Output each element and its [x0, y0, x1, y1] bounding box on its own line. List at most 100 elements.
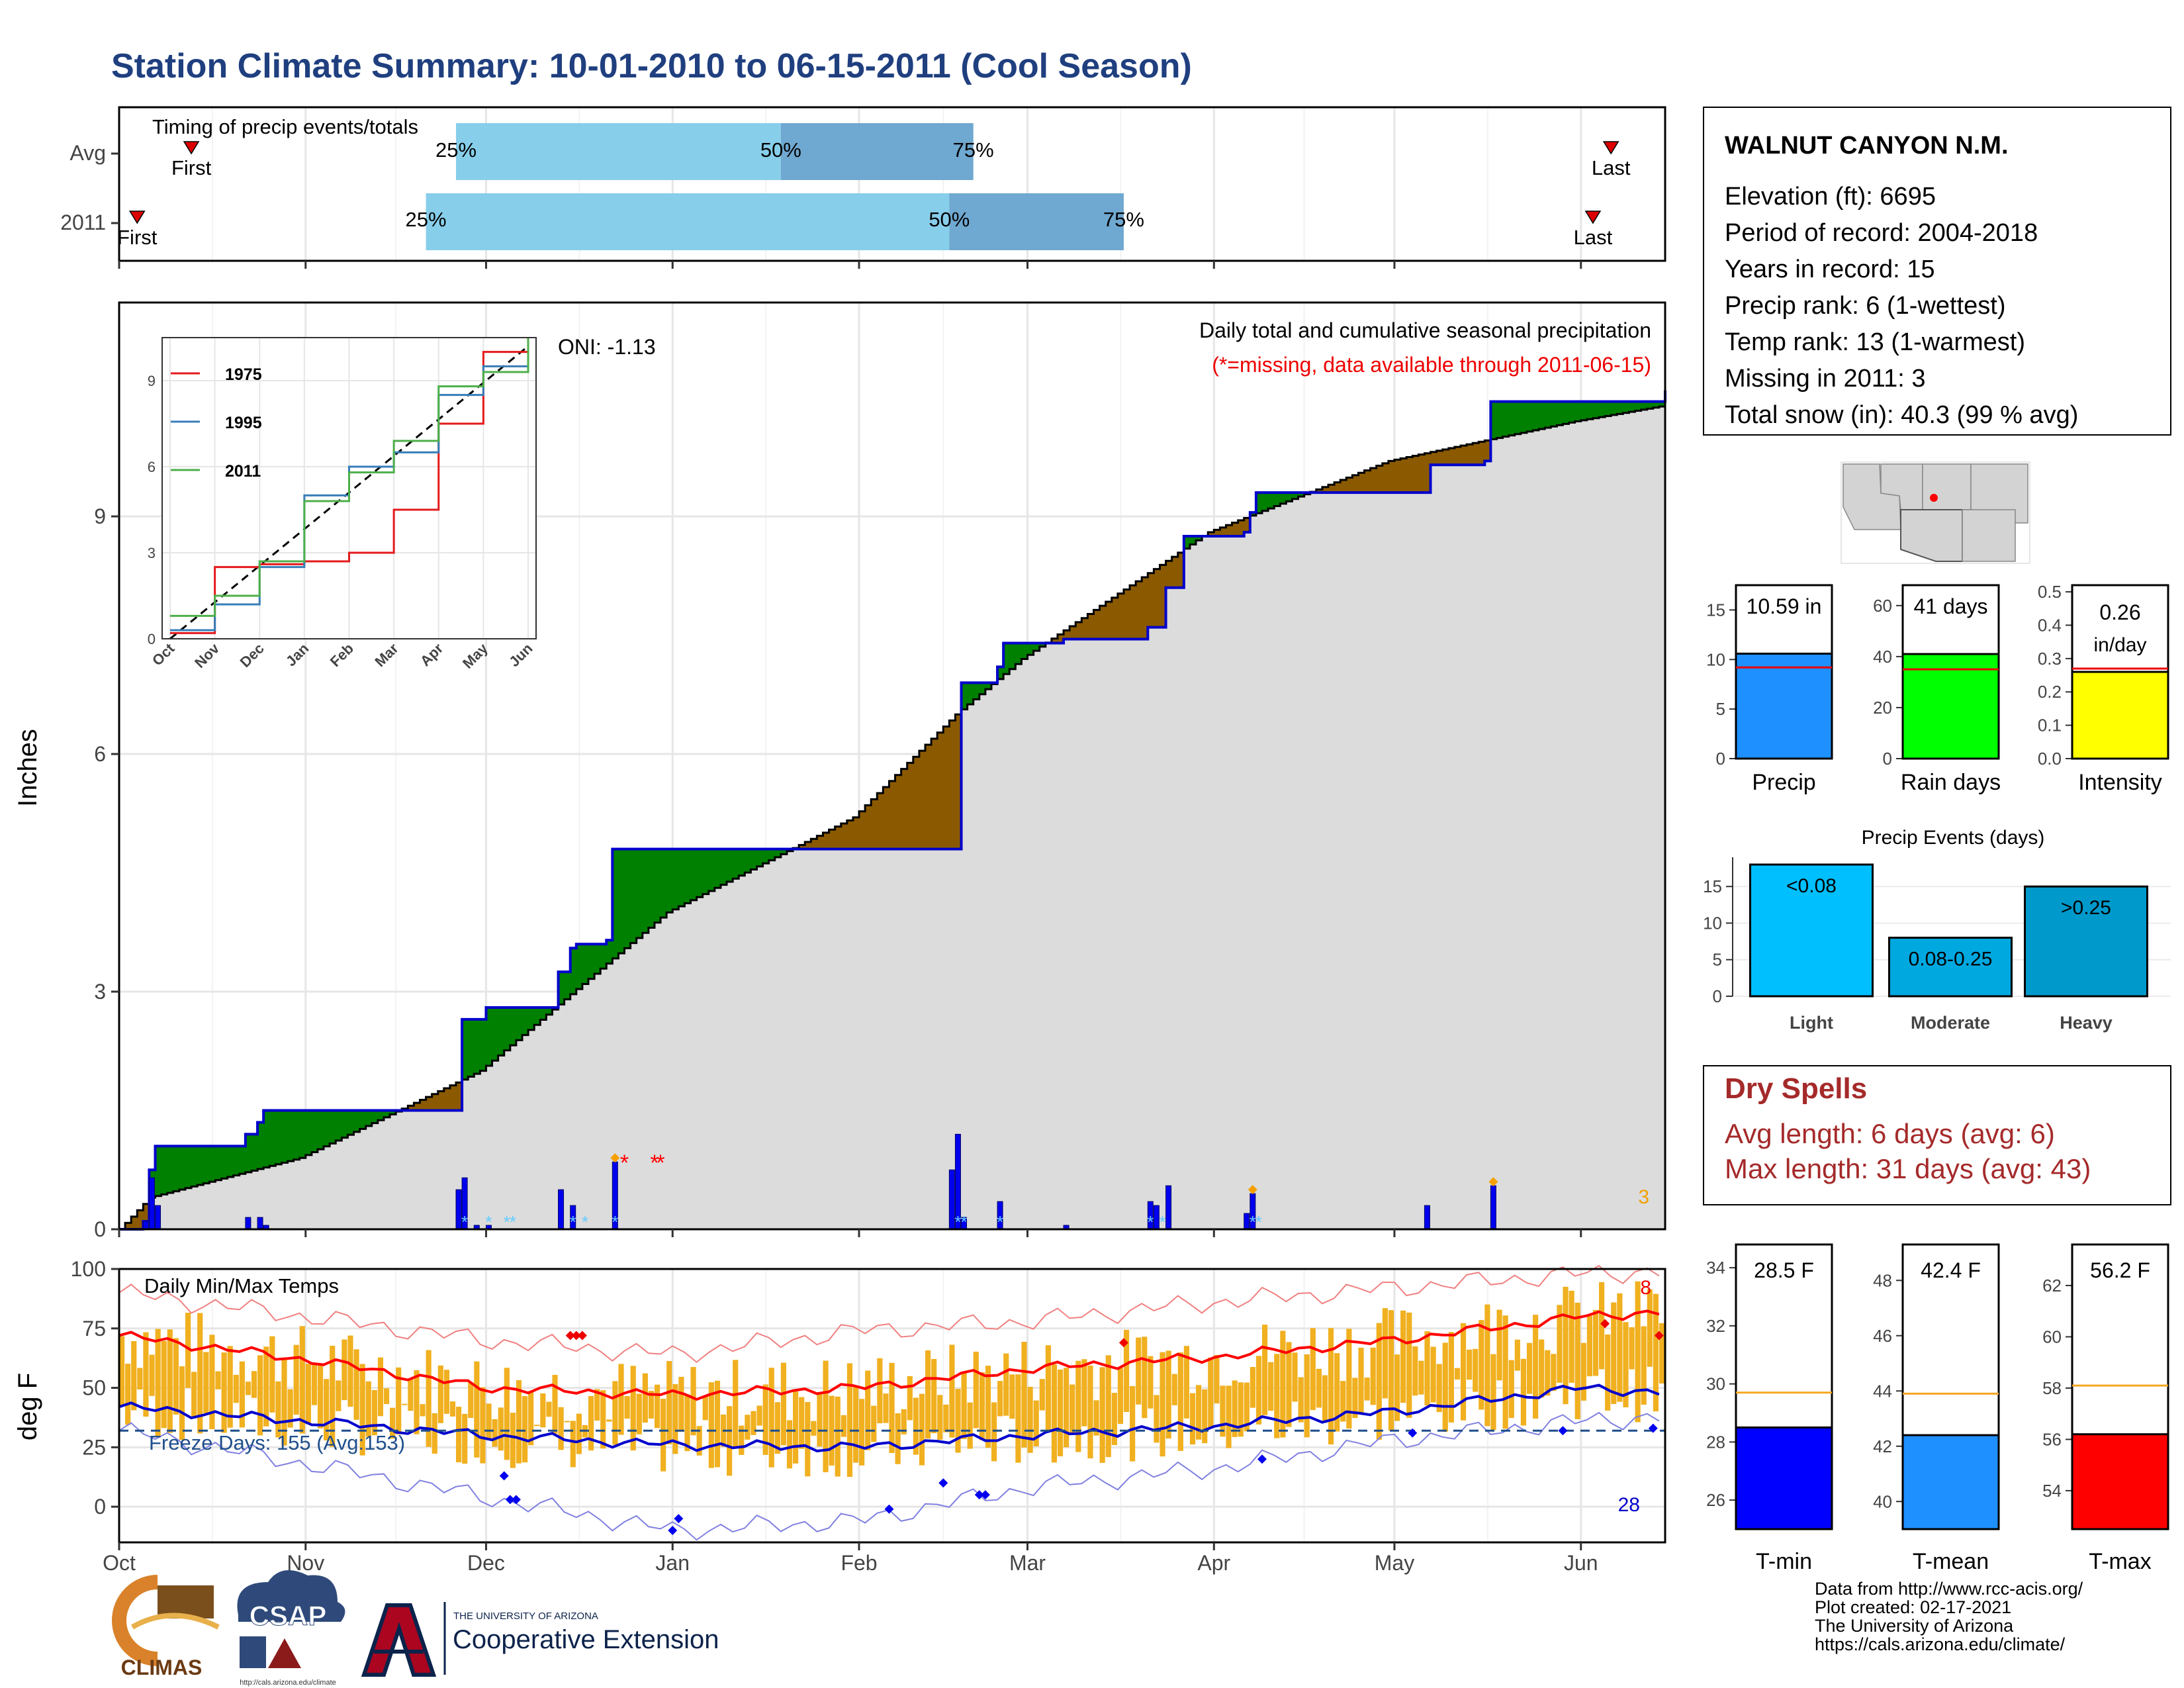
above-average-fill	[293, 1110, 300, 1160]
daily-temp-bar	[835, 1396, 841, 1477]
above-average-fill	[1292, 492, 1299, 499]
daily-precip-bar	[1244, 1213, 1250, 1230]
above-average-fill	[390, 1110, 396, 1115]
station-snow: Total snow (in): 40.3 (99 % avg)	[1725, 401, 2079, 429]
summary-value-label: 10.59 in	[1747, 594, 1822, 618]
timing-bars	[426, 123, 1124, 250]
daily-temp-bar	[606, 1419, 612, 1422]
precip-plot: * * ** * * * ** * * * *** **	[119, 390, 1666, 1232]
above-average-fill	[462, 1019, 469, 1080]
daily-temp-bar	[612, 1381, 618, 1445]
daily-temp-bar	[1262, 1325, 1268, 1415]
above-average-fill	[1298, 492, 1305, 497]
temp-summary-value-label: 42.4 F	[1921, 1258, 1981, 1282]
daily-temp-bar	[1569, 1290, 1574, 1383]
below-average-fill	[955, 714, 962, 849]
record-high-marker	[1654, 1331, 1664, 1340]
inset-ytick-label: 9	[148, 373, 156, 389]
daily-temp-bar	[131, 1340, 137, 1411]
average-tmin-line	[118, 1383, 1660, 1452]
above-average-fill	[618, 849, 625, 954]
dry-spells-title: Dry Spells	[1725, 1072, 1868, 1105]
timing-row-label-avg: Avg	[69, 141, 106, 165]
below-average-fill	[1130, 585, 1136, 639]
temp-summary-value-label: 28.5 F	[1754, 1258, 1814, 1282]
daily-temp-bar	[883, 1393, 889, 1423]
below-average-fill	[1340, 480, 1347, 493]
temp-summary-ytick-label: 34	[1706, 1258, 1725, 1278]
timing-marker-first	[183, 141, 200, 155]
daily-temp-bar	[1340, 1381, 1346, 1422]
daily-temp-bar	[690, 1367, 696, 1436]
summary-ytick-label: 0.1	[2038, 716, 2062, 735]
ua-cooperative-extension-logo: THE UNIVERSITY OF ARIZONA Cooperative Ex…	[361, 1602, 719, 1677]
daily-temp-bar	[534, 1425, 540, 1427]
daily-temp-bar	[233, 1374, 239, 1403]
daily-precip-bar	[155, 1205, 161, 1230]
record-low-marker	[1558, 1426, 1568, 1436]
daily-temp-bar	[1099, 1367, 1105, 1463]
record-low-marker	[668, 1526, 678, 1536]
daily-temp-bar	[540, 1393, 546, 1428]
daily-temp-bar	[420, 1404, 426, 1417]
summary-value-label: 0.26	[2099, 600, 2140, 624]
above-average-fill	[317, 1110, 324, 1150]
temp-summary-ytick-label: 42	[1873, 1436, 1892, 1456]
csap-logo-text: CSAP	[250, 1600, 327, 1631]
summary-category-label: Precip	[1752, 770, 1815, 795]
events-category-label: Heavy	[2060, 1013, 2113, 1033]
timing-row-label-2011: 2011	[60, 211, 106, 234]
daily-temp-bar	[167, 1329, 173, 1433]
below-average-fill	[895, 774, 902, 849]
daily-temp-bar	[1659, 1323, 1665, 1383]
above-average-fill	[185, 1146, 192, 1188]
daily-precip-bar	[1490, 1185, 1496, 1230]
below-average-fill	[1148, 573, 1154, 628]
temp-plot	[118, 1264, 1665, 1541]
daily-temp-bar	[1075, 1360, 1081, 1452]
precip-main-label: Daily total and cumulative seasonal prec…	[1199, 318, 1651, 342]
above-average-fill	[540, 1007, 547, 1020]
inset-ytick-label: 3	[148, 545, 156, 561]
daily-temp-bar	[961, 1372, 967, 1439]
daily-temp-bar	[1635, 1281, 1641, 1423]
daily-temp-bar	[143, 1332, 149, 1417]
timing-bar-50-75	[780, 123, 974, 180]
daily-temp-bar	[1165, 1350, 1171, 1439]
daily-temp-bar	[666, 1361, 672, 1444]
timing-marker-label: Last	[1592, 156, 1631, 179]
daily-temp-bar	[1346, 1329, 1352, 1429]
daily-temp-bar	[696, 1426, 702, 1456]
daily-temp-bar	[991, 1402, 997, 1462]
daily-temp-bar	[1268, 1362, 1274, 1411]
summary-value-label: 41 days	[1913, 594, 1987, 618]
below-average-fill	[859, 811, 866, 849]
daily-temp-bar	[1039, 1379, 1045, 1411]
temp-frame	[118, 1268, 1666, 1544]
daily-temp-bar	[1586, 1315, 1593, 1377]
temp-summary-ytick-label: 40	[1873, 1491, 1892, 1511]
daily-temp-bar	[492, 1419, 498, 1447]
page-title: Station Climate Summary: 10-01-2010 to 0…	[111, 47, 1192, 85]
above-average-fill	[251, 1134, 258, 1171]
daily-temp-bar	[449, 1401, 456, 1417]
daily-temp-bar	[1232, 1380, 1238, 1437]
daily-temp-bar	[672, 1383, 678, 1454]
summary-ytick-label: 0.4	[2038, 615, 2062, 635]
above-average-fill	[1003, 643, 1010, 675]
month-axis: Oct Nov Dec Jan Feb Mar Apr May Jun	[103, 261, 1598, 1575]
temp-summary-bar-tmin	[1735, 1426, 1833, 1530]
daily-temp-bar	[317, 1364, 324, 1429]
below-average-fill	[919, 751, 926, 849]
above-average-fill	[1033, 643, 1040, 651]
daily-precip-bar	[142, 1221, 149, 1230]
summary-bars: 0 5 10 15 10.59 in Precip 0 20 40 60 41 days Rain d…	[1706, 582, 2169, 795]
above-average-fill	[1274, 492, 1281, 506]
daily-temp-bar	[203, 1352, 209, 1413]
below-average-fill	[426, 1097, 433, 1111]
daily-precip-bar	[558, 1189, 565, 1230]
daily-temp-bar	[119, 1336, 125, 1407]
station-precip-rank: Precip rank: 6 (1-wettest)	[1725, 292, 2006, 320]
daily-temp-bar	[1394, 1354, 1400, 1421]
daily-temp-bar	[1033, 1400, 1039, 1447]
